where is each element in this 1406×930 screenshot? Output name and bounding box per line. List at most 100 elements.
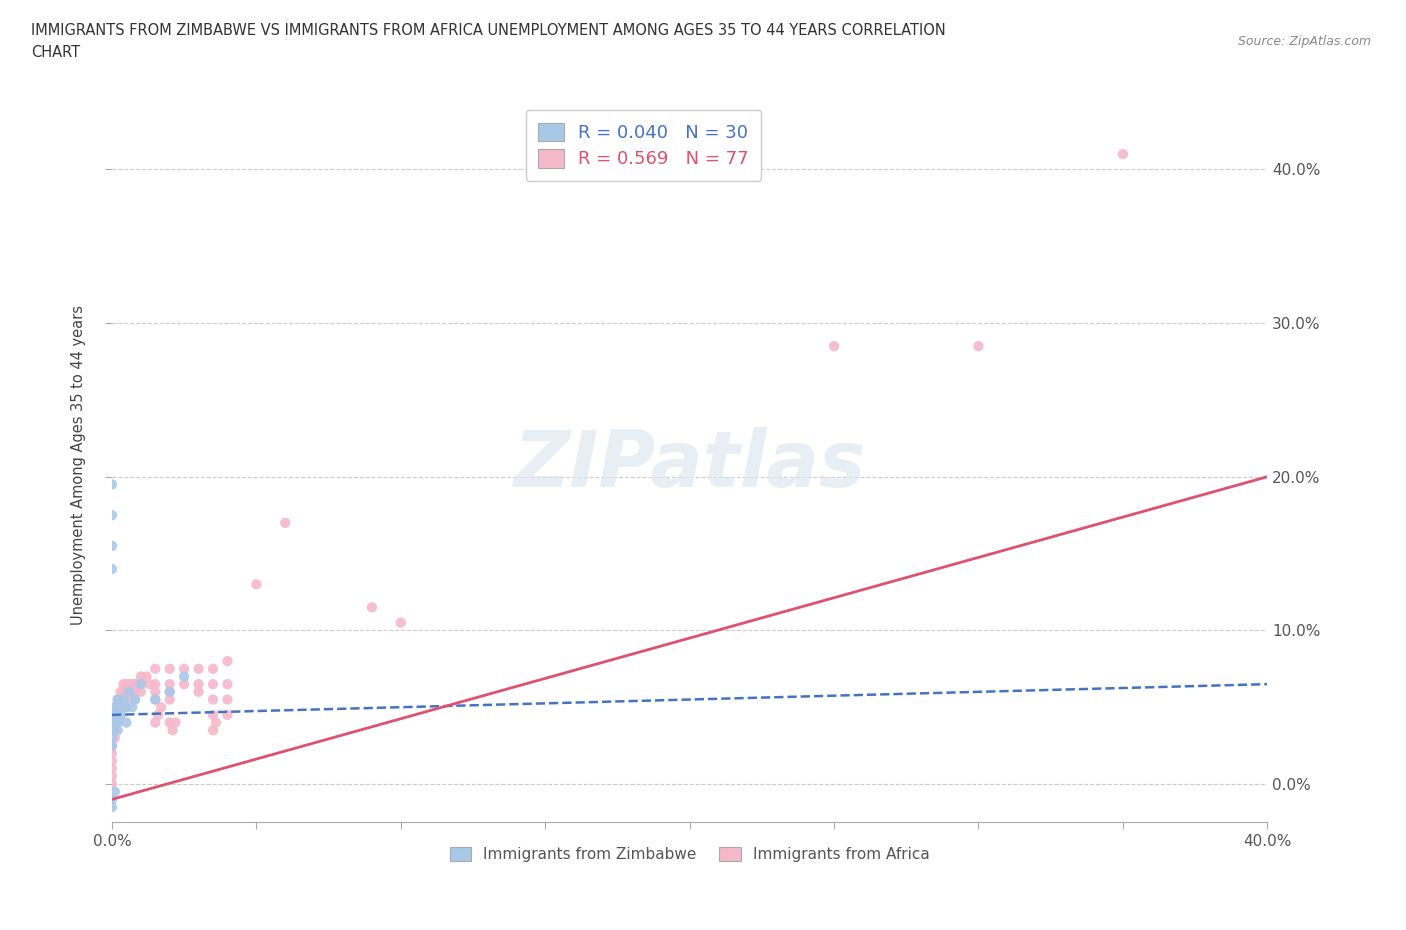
Point [202,692,225,707]
Point [129,677,152,692]
Point [115,699,138,714]
Point [115,684,138,699]
Point [104,708,127,723]
Point [112,692,135,707]
Point [101,792,124,807]
Point [159,677,181,692]
Point [115,677,138,692]
Point [107,715,129,730]
Point [110,708,132,723]
Point [135,669,157,684]
Point [115,715,138,730]
Point [110,684,132,699]
Point [173,669,195,684]
Point [143,684,166,699]
Text: CHART: CHART [31,45,80,60]
Point [143,677,166,692]
Point [104,723,127,737]
Point [118,684,141,699]
Point [104,699,127,714]
Point [159,684,181,699]
Point [967,339,990,353]
Point [101,762,124,777]
Point [101,715,124,730]
Point [159,692,181,707]
Point [1112,147,1135,162]
Point [121,677,143,692]
Point [274,515,297,530]
Point [110,708,132,723]
Point [107,708,129,723]
Point [101,800,124,815]
Point [101,753,124,768]
Point [187,661,209,676]
Point [187,677,209,692]
Point [101,730,124,745]
Point [101,715,124,730]
Point [202,723,225,737]
Point [143,692,166,707]
Text: IMMIGRANTS FROM ZIMBABWE VS IMMIGRANTS FROM AFRICA UNEMPLOYMENT AMONG AGES 35 TO: IMMIGRANTS FROM ZIMBABWE VS IMMIGRANTS F… [31,23,946,38]
Point [104,784,127,799]
Point [101,708,124,723]
Point [217,708,239,723]
Point [101,723,124,737]
Point [143,715,166,730]
Point [115,692,138,707]
Point [202,677,225,692]
Point [173,661,195,676]
Point [124,677,146,692]
Point [121,699,143,714]
Point [104,715,127,730]
Point [101,477,124,492]
Point [101,738,124,753]
Point [143,661,166,676]
Point [159,661,181,676]
Point [124,692,146,707]
Point [217,677,239,692]
Point [107,699,129,714]
Point [112,692,135,707]
Point [823,339,845,353]
Point [159,684,181,699]
Point [146,708,169,723]
Point [124,692,146,707]
Point [101,730,124,745]
Point [118,677,141,692]
Text: Source: ZipAtlas.com: Source: ZipAtlas.com [1237,35,1371,48]
Point [159,715,181,730]
Text: ZIPatlas: ZIPatlas [513,427,866,503]
Point [217,654,239,669]
Legend: Immigrants from Zimbabwe, Immigrants from Africa: Immigrants from Zimbabwe, Immigrants fro… [443,841,936,869]
Point [104,715,127,730]
Point [245,577,267,591]
Point [107,723,129,737]
Point [118,684,141,699]
Point [217,692,239,707]
Point [129,684,152,699]
Point [129,669,152,684]
Point [112,684,135,699]
Point [202,708,225,723]
Point [129,677,152,692]
Point [110,699,132,714]
Point [150,699,173,714]
Point [107,715,129,730]
Point [101,777,124,791]
Point [110,699,132,714]
Point [101,738,124,753]
Point [202,661,225,676]
Point [104,708,127,723]
Point [101,508,124,523]
Point [101,723,124,737]
Point [124,684,146,699]
Point [173,677,195,692]
Point [101,769,124,784]
Point [138,677,160,692]
Point [101,562,124,577]
Point [205,715,228,730]
Point [112,677,135,692]
Point [361,600,384,615]
Point [143,692,166,707]
Point [107,692,129,707]
